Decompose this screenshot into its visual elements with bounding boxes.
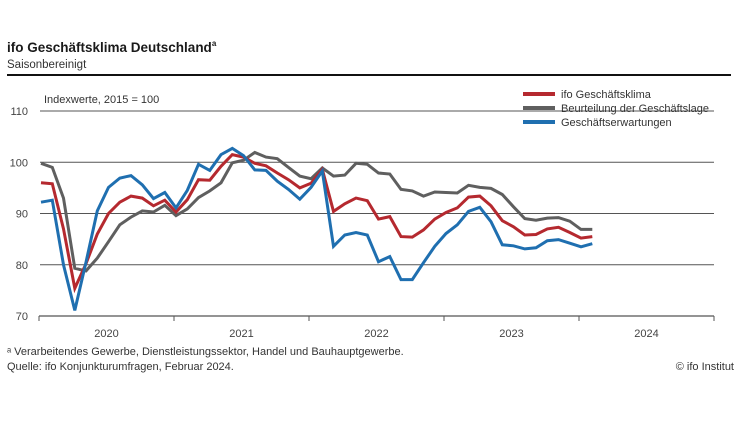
x-tick-label: 2021	[229, 328, 253, 340]
y-tick-label: 70	[16, 311, 28, 323]
x-axis: 2020 2021 2022 2023 2024	[38, 315, 715, 340]
x-tick-label: 2023	[499, 328, 523, 340]
footnote: ᵃ Verarbeitendes Gewerbe, Dienstleistung…	[7, 346, 404, 358]
x-tick-label: 2024	[634, 328, 658, 340]
series-lines	[40, 146, 593, 311]
chart: 70 80 90 100 110 2020 2021 2022 2023 2024 Indexw…	[10, 89, 715, 340]
copyright: © ifo Institut	[675, 361, 734, 373]
series-line-1	[40, 150, 593, 273]
source-note: Quelle: ifo Konjunkturumfragen, Februar …	[7, 361, 234, 373]
chart-title: ifo Geschäftsklima Deutschlanda	[7, 39, 217, 55]
x-tick-label: 2020	[94, 328, 118, 340]
y-tick-label: 110	[10, 106, 28, 118]
y-tick-label: 100	[10, 157, 28, 169]
grid-lines	[40, 110, 714, 266]
legend-label-2: Geschäftserwartungen	[561, 117, 672, 129]
y-tick-label: 80	[16, 260, 28, 272]
y-tick-label: 90	[16, 209, 28, 221]
y-axis: 70 80 90 100 110	[10, 106, 28, 323]
legend: ifo Geschäftsklima Beurteilung der Geschä…	[523, 89, 709, 129]
title-rule	[7, 74, 731, 76]
chart-subtitle: Saisonbereinigt	[7, 59, 87, 71]
x-tick-label: 2022	[364, 328, 388, 340]
legend-label-0: ifo Geschäftsklima	[561, 89, 652, 101]
title-footnote-marker: a	[211, 39, 217, 48]
unit-annotation: Indexwerte, 2015 = 100	[44, 94, 159, 106]
series-line-0	[40, 152, 593, 294]
chart-title-text: ifo Geschäftsklima Deutschland	[7, 40, 212, 55]
legend-label-1: Beurteilung der Geschäftslage	[561, 103, 709, 115]
series-line-2	[40, 146, 593, 311]
